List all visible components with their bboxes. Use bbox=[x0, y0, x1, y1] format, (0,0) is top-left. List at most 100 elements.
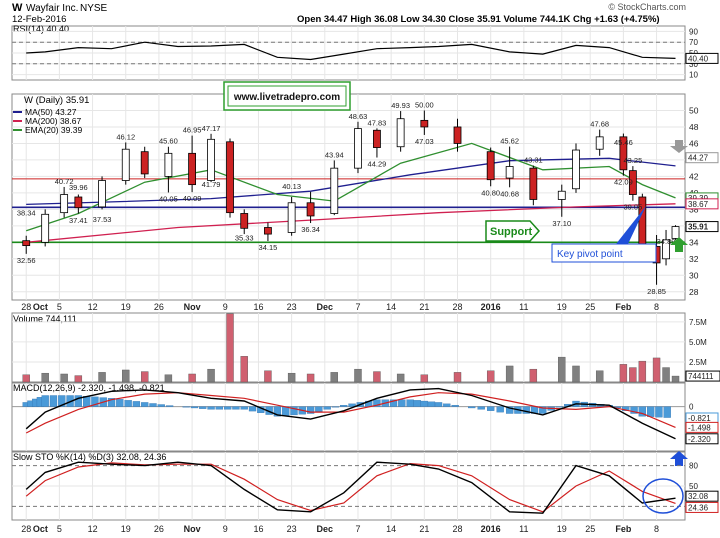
macd-histogram-bar bbox=[443, 403, 451, 407]
macd-tick-label: 0 bbox=[689, 403, 694, 412]
volume-bar bbox=[60, 373, 68, 383]
macd-histogram-bar bbox=[413, 400, 421, 407]
price-tick-label: 32 bbox=[689, 254, 699, 264]
price-point-label: 50.00 bbox=[415, 100, 434, 109]
series-line-ma200 bbox=[26, 203, 676, 243]
macd-histogram-bar bbox=[434, 402, 443, 407]
macd-histogram-bar bbox=[49, 395, 58, 407]
volume-bar bbox=[141, 371, 149, 383]
volume-bar bbox=[188, 373, 196, 383]
x-tick-label: 5 bbox=[57, 302, 62, 312]
candle-body bbox=[453, 126, 462, 144]
website-box[interactable]: www.livetradepro.com bbox=[223, 81, 351, 111]
macd-title: MACD(12,26,9) -2.320, -1.498, -0.821 bbox=[13, 383, 165, 393]
candle-body bbox=[396, 118, 405, 148]
macd-histogram-bar bbox=[348, 403, 356, 407]
price-point-label: 45.62 bbox=[500, 137, 519, 146]
price-tick-label: 30 bbox=[689, 270, 699, 280]
x-tick-label: 21 bbox=[419, 302, 429, 312]
candle-body bbox=[41, 213, 50, 243]
x-tick-label: 2016 bbox=[481, 524, 501, 534]
price-point-label: 40.68 bbox=[500, 189, 519, 198]
macd-histogram-bar bbox=[487, 406, 495, 411]
macd-histogram-bar bbox=[107, 398, 116, 407]
candle-body bbox=[529, 167, 538, 200]
volume-bar bbox=[122, 369, 130, 383]
volume-bar bbox=[486, 370, 495, 383]
rsi-tick-label: 10 bbox=[689, 71, 698, 80]
x-tick-label: 25 bbox=[585, 302, 595, 312]
legend: MA(50) 43.27 MA(200) 38.67 EMA(20) 39.39 bbox=[13, 107, 82, 135]
price-axis-value-box bbox=[685, 152, 719, 164]
volume-bar bbox=[420, 374, 429, 383]
rsi-title: RSI(14) 40.40 bbox=[13, 24, 69, 34]
x-tick-label: 7 bbox=[355, 524, 360, 534]
price-point-label: 43.25 bbox=[623, 156, 642, 165]
price-point-label: 37.10 bbox=[552, 219, 571, 228]
macd-line bbox=[25, 387, 676, 440]
volume-bar bbox=[396, 373, 405, 383]
volume-tick-label: 5.0M bbox=[689, 338, 707, 347]
series-line-ema20 bbox=[25, 142, 676, 232]
panel-frame-vol bbox=[11, 312, 686, 383]
sto-highlight-circle bbox=[642, 478, 684, 514]
macd-histogram-bar bbox=[215, 406, 224, 410]
volume-bar bbox=[98, 372, 106, 383]
macd-histogram-bar bbox=[248, 406, 257, 412]
x-tick-label: 16 bbox=[253, 302, 263, 312]
price-point-label: 45.60 bbox=[159, 137, 178, 146]
x-tick-label: 11 bbox=[519, 524, 528, 534]
candle-body bbox=[264, 227, 272, 235]
price-tick-label: 46 bbox=[689, 138, 699, 148]
macd-histogram-bar bbox=[427, 401, 436, 407]
price-point-label: 28.85 bbox=[647, 287, 666, 296]
candle-body bbox=[287, 202, 296, 233]
macd-histogram-bar bbox=[373, 399, 381, 407]
legend-ma200: MA(200) 38.67 bbox=[25, 116, 81, 126]
sto-tick-label: 80 bbox=[689, 462, 698, 471]
volume-bar bbox=[240, 356, 248, 383]
macd-histogram-bar bbox=[116, 399, 124, 407]
header-exchange: NYSE bbox=[80, 3, 108, 14]
price-point-label: 46.12 bbox=[116, 132, 135, 141]
price-point-label: 41.79 bbox=[202, 180, 221, 189]
macd-histogram-bar bbox=[340, 405, 348, 407]
macd-histogram-bar bbox=[91, 396, 99, 407]
x-tick-label: 12 bbox=[88, 302, 98, 312]
pivot-label: Key pivot point bbox=[557, 249, 623, 260]
macd-histogram-bar bbox=[468, 406, 476, 409]
x-tick-label: 11 bbox=[519, 302, 528, 312]
volume-bar bbox=[662, 367, 670, 383]
support-label: Support bbox=[490, 226, 532, 238]
macd-histogram-bar bbox=[306, 406, 315, 414]
macd-histogram-bar bbox=[149, 403, 157, 407]
x-tick-label: Nov bbox=[184, 302, 201, 312]
macd-histogram-bar bbox=[389, 399, 398, 407]
price-point-label: 37.53 bbox=[93, 215, 112, 224]
macd-histogram-bar bbox=[223, 406, 232, 410]
sto-k-line bbox=[25, 461, 676, 514]
x-tick-label: 28 bbox=[452, 302, 462, 312]
price-tick-label: 42 bbox=[689, 171, 699, 181]
website-link[interactable]: www.livetradepro.com bbox=[233, 92, 340, 103]
macd-histogram-bar bbox=[655, 406, 663, 418]
price-point-label: 43.31 bbox=[524, 156, 543, 165]
candle-body bbox=[505, 166, 514, 179]
price-point-label: 36.34 bbox=[301, 225, 320, 234]
volume-bar bbox=[226, 313, 234, 383]
price-point-label: 37.41 bbox=[69, 216, 88, 225]
candle-body bbox=[330, 167, 339, 214]
macd-histogram-bar bbox=[496, 406, 504, 413]
x-tick-label: 9 bbox=[223, 524, 228, 534]
volume-bar bbox=[373, 371, 381, 383]
sto-value-label: 24.36 bbox=[688, 503, 709, 512]
volume-value-box bbox=[685, 370, 720, 382]
volume-bar bbox=[287, 372, 296, 383]
header-date: 12-Feb-2016 bbox=[12, 14, 66, 25]
price-point-label: 40.80 bbox=[481, 188, 500, 197]
sto-d-line bbox=[25, 462, 676, 513]
macd-histogram-bar bbox=[190, 406, 199, 409]
x-tick-label: 8 bbox=[654, 524, 659, 534]
volume-bar bbox=[164, 374, 173, 383]
price-axis-value-label: 44.27 bbox=[688, 154, 709, 163]
